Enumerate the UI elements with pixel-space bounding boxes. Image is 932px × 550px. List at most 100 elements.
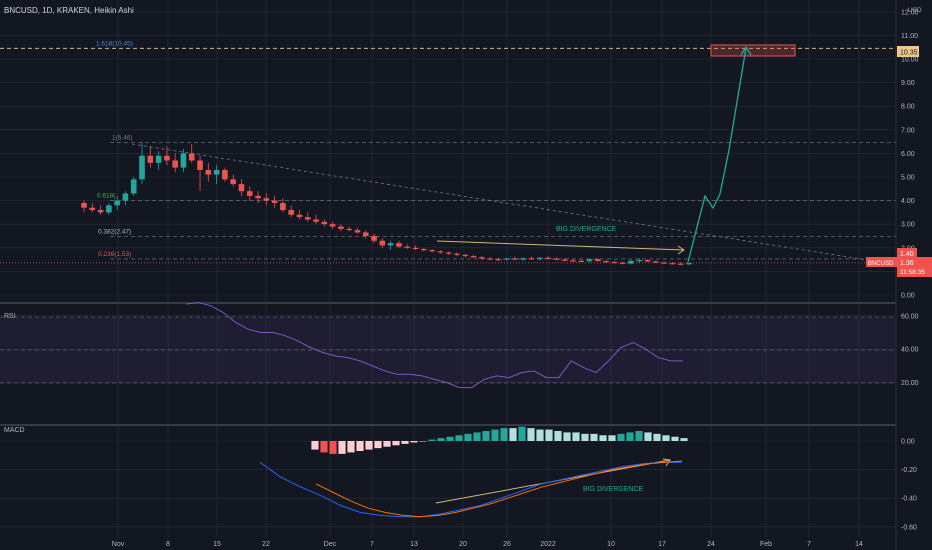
candle-body bbox=[238, 184, 245, 192]
candle-body bbox=[213, 169, 220, 175]
histogram-bar bbox=[680, 438, 688, 441]
histogram-bar bbox=[527, 428, 535, 441]
histogram-bar bbox=[320, 441, 328, 453]
histogram-bar bbox=[356, 441, 364, 452]
time-tick: 7 bbox=[370, 541, 374, 548]
candle-body bbox=[329, 224, 336, 227]
histogram-bar bbox=[464, 433, 472, 441]
histogram-bar bbox=[392, 441, 400, 446]
time-tick: Feb bbox=[760, 541, 772, 548]
prev-price-badge-text: 1.40 bbox=[900, 251, 914, 258]
time-tick: 20 bbox=[459, 541, 467, 548]
histogram-bar bbox=[347, 441, 355, 453]
fib-level-label: 1.618(10.45) bbox=[96, 40, 133, 47]
rsi-tick: 20.00 bbox=[901, 380, 919, 387]
candle-body bbox=[106, 205, 112, 213]
histogram-bar bbox=[500, 428, 508, 441]
fib-level-label: 0.382(2.47) bbox=[98, 229, 131, 236]
histogram-bar bbox=[545, 429, 553, 441]
histogram-bar bbox=[572, 432, 580, 441]
price-tick: 9.00 bbox=[901, 80, 915, 87]
candle-body bbox=[321, 221, 328, 225]
candle-body bbox=[644, 260, 651, 262]
histogram-bar bbox=[635, 430, 643, 441]
current-price-text: 1.36 bbox=[900, 260, 914, 267]
candle-body bbox=[420, 248, 427, 251]
histogram-bar bbox=[563, 432, 571, 441]
candle-body bbox=[379, 240, 386, 246]
time-tick: 2022 bbox=[540, 541, 556, 548]
candle-body bbox=[537, 257, 543, 260]
rsi-tick: 60.00 bbox=[901, 313, 919, 320]
histogram-bar bbox=[536, 429, 544, 441]
candle-body bbox=[188, 153, 195, 161]
macd-ticks: 0.00 -0.20 -0.40 -0.60 bbox=[901, 439, 917, 532]
candle-body bbox=[255, 195, 261, 199]
candle-body bbox=[512, 258, 518, 260]
candle-body bbox=[454, 253, 460, 255]
price-tick: 5.00 bbox=[901, 175, 915, 182]
time-tick: 7 bbox=[807, 541, 811, 548]
candle-body bbox=[122, 193, 129, 201]
candle-body bbox=[553, 258, 560, 260]
target-badge bbox=[897, 46, 919, 57]
candle-body bbox=[595, 259, 601, 262]
candle-body bbox=[479, 257, 485, 259]
grid bbox=[0, 0, 896, 537]
histogram-bar bbox=[662, 435, 670, 441]
fib-level-label: 1(6.46) bbox=[112, 135, 133, 142]
candle-body bbox=[288, 210, 294, 215]
chart-title: BNCUSD, 1D, KRAKEN, Heikin Ashi bbox=[4, 6, 134, 15]
rsi-line bbox=[185, 301, 683, 389]
rsi-label: RSI bbox=[4, 313, 16, 320]
candle-body bbox=[313, 219, 319, 222]
macd-divergence-arrowhead bbox=[662, 458, 671, 467]
histogram-bar bbox=[410, 441, 418, 443]
candle-body bbox=[155, 155, 162, 163]
drawings bbox=[0, 44, 896, 504]
time-axis[interactable]: Nov 8 15 22 Dec 7 13 20 26 2022 10 17 24 Feb 7 14 bbox=[112, 541, 863, 548]
histogram-bar bbox=[311, 441, 319, 450]
candle-body bbox=[263, 198, 270, 201]
price-tick: 8.00 bbox=[901, 104, 915, 111]
candle-body bbox=[586, 259, 593, 262]
time-tick: 15 bbox=[213, 541, 221, 548]
candle-body bbox=[89, 207, 96, 211]
histogram-bar bbox=[437, 438, 445, 441]
candle-body bbox=[628, 260, 634, 264]
price-tick: 10.00 bbox=[901, 57, 919, 64]
candle-body bbox=[636, 260, 643, 262]
time-tick: 13 bbox=[410, 541, 418, 548]
fib-level-label: 0.236(1.53) bbox=[98, 251, 131, 258]
histogram-bar bbox=[626, 432, 634, 441]
candle-body bbox=[578, 260, 585, 262]
candle-body bbox=[677, 263, 684, 265]
candle-body bbox=[570, 260, 576, 262]
candle-body bbox=[661, 262, 667, 264]
candle-body bbox=[147, 155, 154, 163]
candle-body bbox=[528, 258, 535, 260]
candle-body bbox=[445, 252, 452, 254]
histogram-bar bbox=[581, 433, 589, 441]
time-tick: 26 bbox=[503, 541, 511, 548]
candle-body bbox=[139, 155, 145, 180]
time-tick: 22 bbox=[262, 541, 270, 548]
candle-body bbox=[545, 257, 551, 259]
projection-path bbox=[687, 47, 747, 263]
candle-body bbox=[387, 243, 394, 246]
candle-body bbox=[97, 210, 104, 213]
price-divergence-label: BIG DIVERGENCE bbox=[556, 226, 617, 233]
time-tick: 10 bbox=[607, 541, 615, 548]
time-tick: 8 bbox=[166, 541, 170, 548]
candle-body bbox=[296, 214, 303, 218]
histogram-bar bbox=[671, 436, 679, 441]
price-tick: 6.00 bbox=[901, 151, 915, 158]
candle-body bbox=[611, 261, 618, 264]
histogram-bar bbox=[608, 435, 616, 441]
macd-label: MACD bbox=[4, 427, 25, 434]
histogram-bar bbox=[374, 441, 382, 449]
time-tick: Dec bbox=[324, 541, 337, 548]
candle-body bbox=[470, 256, 477, 258]
candle-body bbox=[164, 155, 170, 161]
